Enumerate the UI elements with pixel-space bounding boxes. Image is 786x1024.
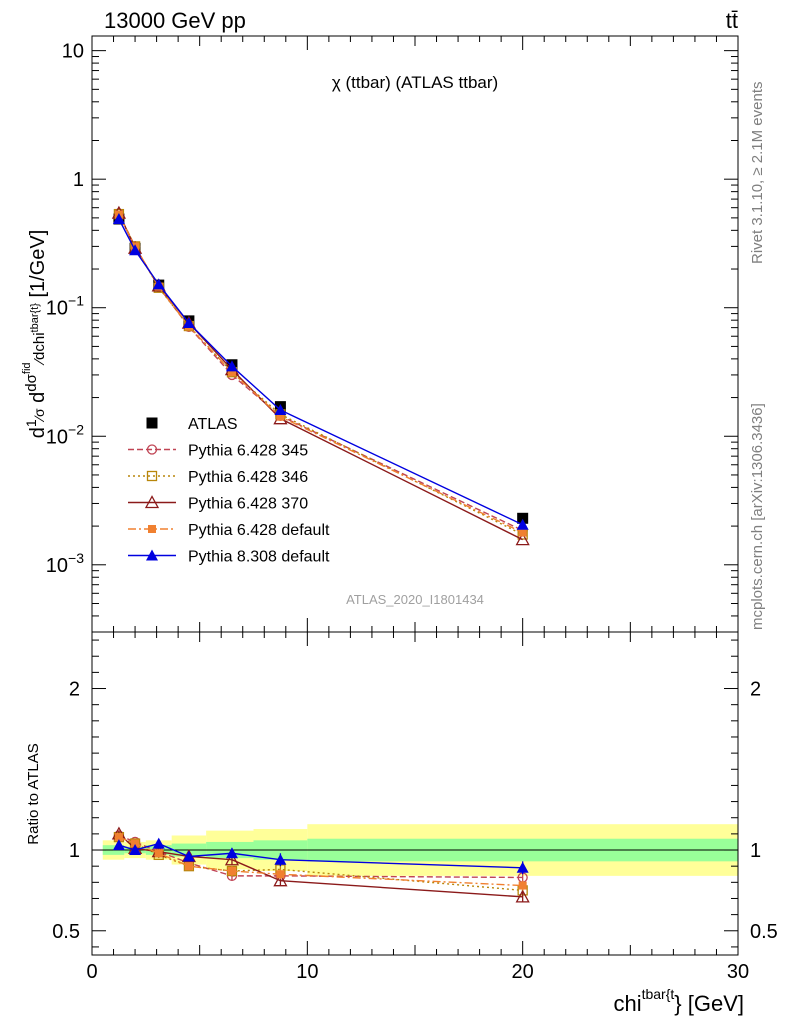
ratio-panel: 0.5 0.51 12 20 10 20 30 Ratio to ATLAS chitbar… (25, 631, 778, 1016)
data-point (225, 360, 238, 372)
svg-text:d1⁄σ ddσfid⁄dchitbar{t} [1/GeV: d1⁄σ ddσfid⁄dchitbar{t} [1/GeV] (21, 230, 49, 439)
ratio-point (274, 853, 287, 865)
ratio-point (114, 833, 123, 842)
legend-label: Pythia 8.308 default (188, 549, 330, 566)
y-tick-label: 10−3 (46, 550, 84, 577)
data-point (227, 368, 236, 377)
legend-label: Pythia 6.428 346 (188, 469, 308, 486)
x-tick-label: 0 (86, 961, 97, 983)
rivet-label: Rivet 3.1.10, ≥ 2.1M events (749, 82, 766, 265)
legend-item: Pythia 8.308 default (128, 549, 330, 566)
process-label: tt̄ (726, 8, 738, 33)
legend-marker (148, 525, 156, 533)
x-tick-label: 10 (296, 961, 318, 983)
series-line (118, 213, 523, 536)
series-pythia-6-428-370 (111, 205, 530, 546)
ratio-point (182, 850, 195, 862)
series-line (118, 212, 523, 541)
legend-marker (146, 470, 158, 482)
legend-item: Pythia 6.428 346 (128, 469, 308, 486)
analysis-watermark: ATLAS_2020_I1801434 (346, 592, 484, 607)
x-tick-label: 20 (512, 961, 534, 983)
ratio-point (112, 839, 125, 851)
data-point (515, 532, 530, 546)
x-axis-label: chitbar{t} [GeV] (613, 986, 744, 1016)
main-y-axis-label: d1⁄σ ddσfid⁄dchitbar{t} [1/GeV] (21, 230, 49, 439)
ratio-point (515, 889, 530, 903)
ratio-point (152, 837, 165, 849)
ratio-series-pythia-8-308-default (112, 837, 529, 875)
data-point (112, 213, 125, 225)
ratio-y-tick-label: 1 (69, 840, 80, 862)
series-pythia-6-428-default (114, 210, 527, 537)
ratio-point (184, 862, 193, 871)
series-line (118, 214, 523, 534)
data-point (152, 278, 165, 290)
legend-marker (146, 417, 158, 429)
series-line (118, 213, 523, 532)
legend-marker (146, 444, 158, 455)
legend-item: Pythia 6.428 345 (128, 443, 308, 460)
ratio-point (225, 847, 238, 859)
data-point (182, 317, 195, 329)
legend: ATLAS Pythia 6.428 345 Pythia 6.428 346 Pyt… (128, 416, 330, 566)
x-tick-label: 30 (727, 961, 749, 983)
ratio-point (276, 870, 285, 879)
svg-text:chitbar{t} [GeV]: chitbar{t} [GeV] (613, 986, 744, 1016)
data-point (274, 404, 287, 416)
data-point (517, 512, 529, 524)
series-pythia-6-428-345 (113, 208, 528, 536)
ratio-point (154, 849, 163, 858)
series-atlas (113, 213, 529, 524)
y-tick-label: 10−1 (46, 293, 84, 320)
ratio-point (224, 852, 240, 866)
mcplots-label: mcplots.cern.ch [arXiv:1306.3436] (749, 403, 766, 630)
series-pythia-6-428-346 (113, 208, 528, 540)
data-point (516, 518, 529, 530)
legend-item: ATLAS (146, 416, 238, 433)
legend-label: Pythia 6.428 345 (188, 443, 308, 460)
legend-label: Pythia 6.428 default (188, 522, 330, 539)
main-frame (91, 35, 739, 633)
y-tick-label: 10−2 (46, 421, 84, 448)
legend-item: Pythia 6.428 370 (128, 495, 308, 513)
series-line (118, 218, 523, 526)
ratio-y-tick-label: 2 (750, 679, 761, 701)
legend-label: Pythia 6.428 370 (188, 496, 308, 513)
main-title: χ (ttbar) (ATLAS ttbar) (332, 73, 498, 92)
ratio-point (273, 873, 288, 887)
y-tick-label: 10 (62, 41, 84, 63)
ratio-y-tick-label: 0.5 (52, 921, 80, 943)
legend-marker (146, 549, 158, 561)
data-point (276, 412, 285, 421)
ratio-point (516, 861, 529, 873)
ratio-y-axis-label: Ratio to ATLAS (25, 743, 42, 844)
ratio-frame (91, 631, 739, 956)
series-pythia-8-308-default (112, 213, 529, 530)
ratio-point (129, 844, 142, 856)
data-point (129, 244, 142, 256)
ratio-point (131, 839, 140, 848)
y-tick-label: 1 (73, 169, 84, 191)
ratio-point (227, 867, 236, 876)
ratio-y-tick-label: 0.5 (750, 921, 778, 943)
data-point (518, 528, 527, 537)
legend-item: Pythia 6.428 default (128, 522, 330, 539)
legend-marker (144, 495, 160, 509)
collision-label: 13000 GeV pp (104, 8, 246, 33)
ratio-y-tick-label: 2 (69, 679, 80, 701)
ratio-point (518, 881, 527, 890)
legend-label: ATLAS (188, 416, 238, 433)
ratio-y-tick-label: 1 (750, 840, 761, 862)
